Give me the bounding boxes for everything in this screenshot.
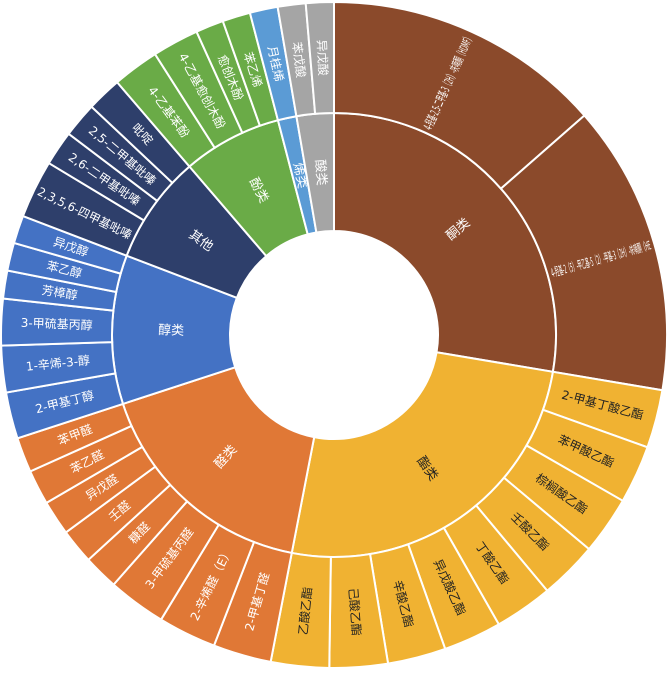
outer-label-3-2: 3-甲硫基丙醇 xyxy=(20,315,92,333)
outer-label-1-7: 己酸乙酯 xyxy=(346,587,365,636)
outer-label-6-0: 月桂烯 xyxy=(265,44,287,82)
outer-label-7-1: 异戊酸 xyxy=(314,39,331,76)
inner-label-3: 醇类 xyxy=(158,322,184,339)
outer-label-3-1: 1-辛烯-3-醇 xyxy=(25,352,90,374)
outer-label-3-3: 芳樟醇 xyxy=(41,282,79,302)
outer-label-1-8: 乙酸乙酯 xyxy=(295,586,315,635)
outer-label-7-0: 苯戊酸 xyxy=(289,41,308,79)
outer-segment-7-1 xyxy=(304,0,335,115)
inner-label-7: 酸类 xyxy=(312,159,329,186)
